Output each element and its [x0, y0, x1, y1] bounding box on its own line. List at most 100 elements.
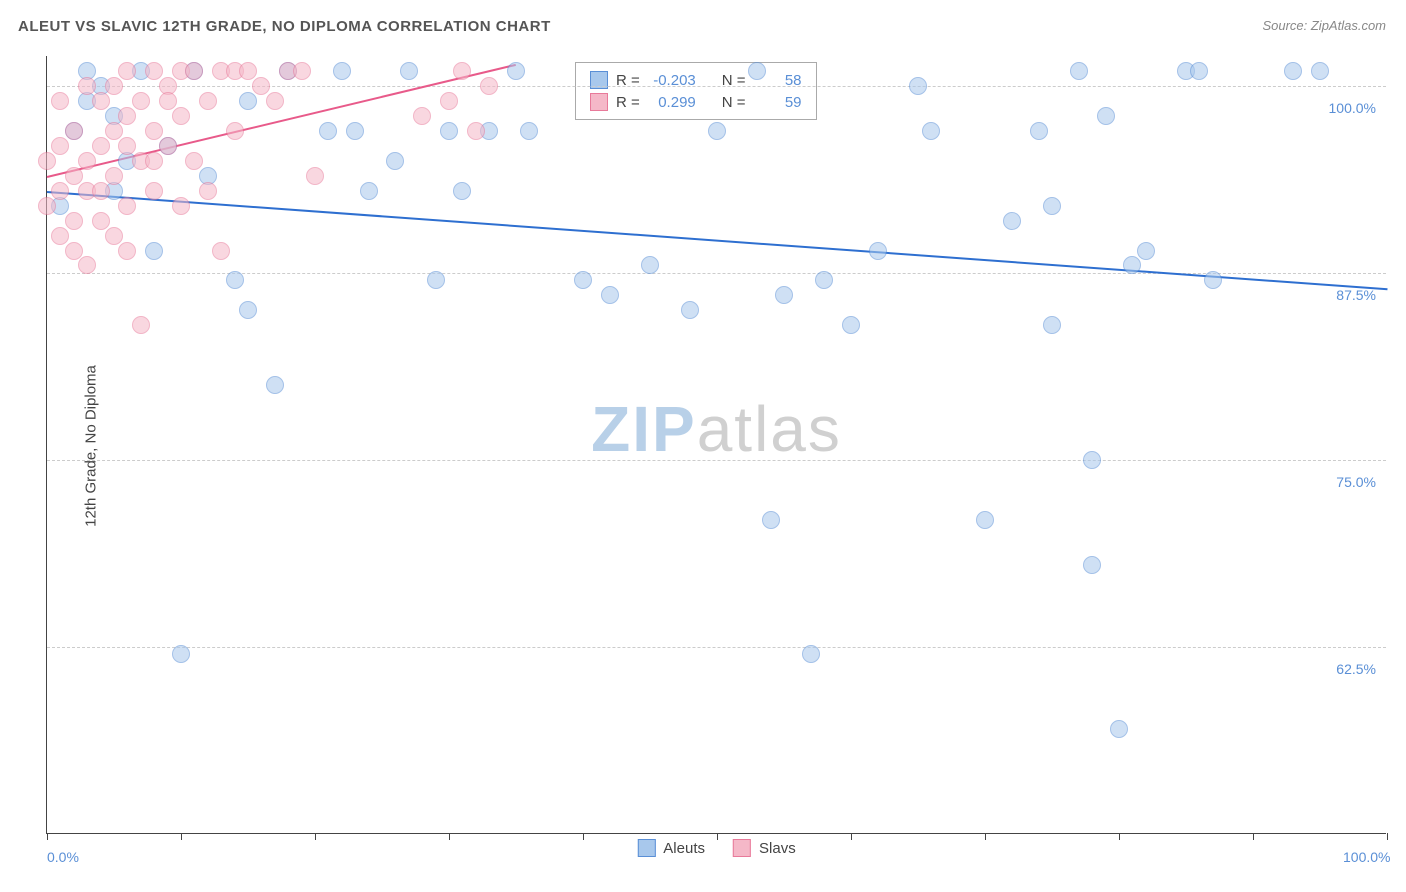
data-point-slavs — [145, 182, 163, 200]
data-point-slavs — [65, 212, 83, 230]
data-point-slavs — [118, 62, 136, 80]
data-point-slavs — [92, 212, 110, 230]
data-point-slavs — [92, 92, 110, 110]
y-tick-label: 62.5% — [1336, 661, 1376, 677]
data-point-aleuts — [762, 511, 780, 529]
data-point-slavs — [145, 62, 163, 80]
data-point-slavs — [118, 137, 136, 155]
n-label: N = — [722, 94, 746, 111]
data-point-aleuts — [869, 242, 887, 260]
x-tick — [1253, 833, 1254, 840]
data-point-aleuts — [507, 62, 525, 80]
data-point-aleuts — [266, 376, 284, 394]
data-point-slavs — [105, 122, 123, 140]
r-value-slavs: 0.299 — [648, 94, 696, 111]
data-point-slavs — [38, 197, 56, 215]
swatch-slavs — [590, 93, 608, 111]
data-point-slavs — [78, 77, 96, 95]
data-point-aleuts — [440, 122, 458, 140]
data-point-aleuts — [708, 122, 726, 140]
y-tick-label: 87.5% — [1336, 287, 1376, 303]
trendline-aleuts — [47, 191, 1387, 290]
data-point-aleuts — [681, 301, 699, 319]
data-point-slavs — [78, 256, 96, 274]
x-tick — [315, 833, 316, 840]
data-point-aleuts — [1083, 556, 1101, 574]
data-point-aleuts — [922, 122, 940, 140]
y-tick-label: 100.0% — [1329, 100, 1376, 116]
data-point-aleuts — [386, 152, 404, 170]
data-point-aleuts — [802, 645, 820, 663]
data-point-aleuts — [1043, 197, 1061, 215]
data-point-aleuts — [1097, 107, 1115, 125]
data-point-slavs — [118, 197, 136, 215]
data-point-slavs — [132, 316, 150, 334]
data-point-slavs — [159, 137, 177, 155]
gridline — [47, 647, 1386, 648]
data-point-slavs — [105, 167, 123, 185]
chart-title: ALEUT VS SLAVIC 12TH GRADE, NO DIPLOMA C… — [18, 18, 551, 35]
data-point-slavs — [185, 62, 203, 80]
gridline — [47, 86, 1386, 87]
stats-row-aleuts: R = -0.203 N = 58 — [590, 69, 802, 91]
gridline — [47, 460, 1386, 461]
data-point-slavs — [306, 167, 324, 185]
data-point-slavs — [78, 152, 96, 170]
data-point-slavs — [51, 227, 69, 245]
data-point-slavs — [105, 227, 123, 245]
data-point-slavs — [293, 62, 311, 80]
data-point-aleuts — [1123, 256, 1141, 274]
stats-row-slavs: R = 0.299 N = 59 — [590, 91, 802, 113]
data-point-slavs — [51, 182, 69, 200]
data-point-aleuts — [1043, 316, 1061, 334]
data-point-slavs — [467, 122, 485, 140]
data-point-aleuts — [842, 316, 860, 334]
data-point-aleuts — [333, 62, 351, 80]
n-value-slavs: 59 — [754, 94, 802, 111]
legend-item-slavs: Slavs — [733, 839, 796, 857]
data-point-slavs — [413, 107, 431, 125]
data-point-aleuts — [748, 62, 766, 80]
data-point-slavs — [92, 182, 110, 200]
data-point-slavs — [92, 137, 110, 155]
watermark-part1: ZIP — [591, 393, 697, 465]
data-point-aleuts — [574, 271, 592, 289]
data-point-slavs — [65, 167, 83, 185]
data-point-slavs — [51, 92, 69, 110]
scatter-plot-area: ZIPatlas R = -0.203 N = 58 R = 0.299 N =… — [46, 56, 1386, 834]
data-point-slavs — [159, 92, 177, 110]
legend: Aleuts Slavs — [637, 839, 795, 857]
data-point-aleuts — [239, 92, 257, 110]
data-point-aleuts — [641, 256, 659, 274]
data-point-slavs — [226, 122, 244, 140]
data-point-slavs — [132, 92, 150, 110]
data-point-slavs — [252, 77, 270, 95]
data-point-aleuts — [775, 286, 793, 304]
data-point-aleuts — [1311, 62, 1329, 80]
x-tick — [47, 833, 48, 840]
data-point-aleuts — [1137, 242, 1155, 260]
data-point-aleuts — [1083, 451, 1101, 469]
data-point-slavs — [65, 242, 83, 260]
data-point-aleuts — [1284, 62, 1302, 80]
correlation-stats-box: R = -0.203 N = 58 R = 0.299 N = 59 — [575, 62, 817, 120]
data-point-aleuts — [520, 122, 538, 140]
x-tick — [985, 833, 986, 840]
data-point-aleuts — [239, 301, 257, 319]
data-point-slavs — [38, 152, 56, 170]
x-tick-label: 0.0% — [47, 849, 79, 865]
data-point-slavs — [453, 62, 471, 80]
data-point-aleuts — [815, 271, 833, 289]
data-point-aleuts — [1190, 62, 1208, 80]
x-tick — [1387, 833, 1388, 840]
data-point-slavs — [212, 242, 230, 260]
data-point-slavs — [105, 77, 123, 95]
legend-label-aleuts: Aleuts — [663, 840, 705, 857]
x-tick — [449, 833, 450, 840]
legend-swatch-slavs — [733, 839, 751, 857]
data-point-slavs — [239, 62, 257, 80]
data-point-aleuts — [601, 286, 619, 304]
legend-label-slavs: Slavs — [759, 840, 796, 857]
y-tick-label: 75.0% — [1336, 474, 1376, 490]
watermark-text: ZIPatlas — [591, 392, 842, 466]
